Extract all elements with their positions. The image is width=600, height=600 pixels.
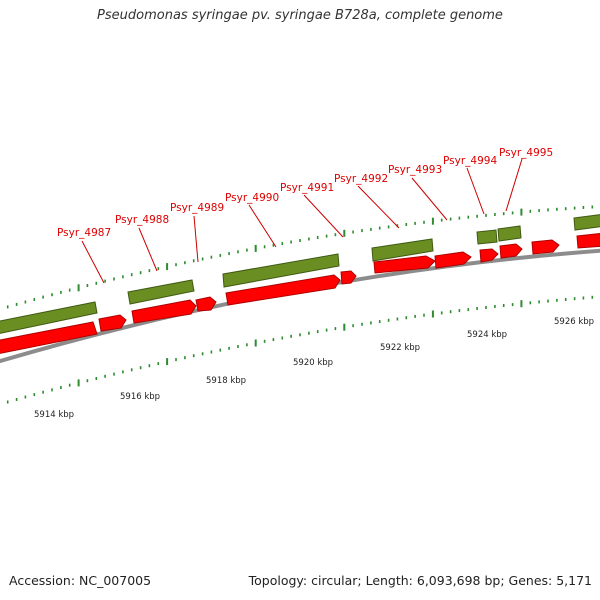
- scale-label: 5914 kbp: [34, 410, 74, 420]
- scale-label: 5924 kbp: [467, 330, 507, 340]
- scale-label: 5922 kbp: [380, 343, 420, 353]
- gene-label-leaders: [81, 158, 523, 284]
- gene-bar-reverse[interactable]: [0, 301, 98, 334]
- label-leader-line: [248, 204, 277, 248]
- gene-arrow-forward[interactable]: [340, 270, 357, 285]
- map-title: Pseudomonas syringae pv. syringae B728a,…: [97, 8, 503, 23]
- gene-bar-reverse[interactable]: [476, 229, 498, 245]
- label-leader-line: [303, 194, 344, 238]
- gene-arrow-forward[interactable]: [479, 248, 499, 263]
- gene-label[interactable]: Psyr_4992: [334, 173, 388, 185]
- gene-label[interactable]: Psyr_4994: [443, 155, 497, 167]
- genome-summary-text: Topology: circular; Length: 6,093,698 bp…: [248, 573, 592, 588]
- forward-strand-genes: [0, 233, 600, 354]
- scale-labels: 5914 kbp 5916 kbp 5918 kbp 5920 kbp 5922…: [34, 317, 594, 420]
- lower-tick-row: [6, 295, 594, 404]
- scale-label: 5926 kbp: [554, 317, 594, 327]
- gene-label[interactable]: Psyr_4995: [499, 147, 553, 159]
- gene-label[interactable]: Psyr_4989: [170, 202, 224, 214]
- gene-arrow-forward[interactable]: [434, 251, 472, 269]
- gene-arrow-forward[interactable]: [225, 274, 341, 306]
- gene-label[interactable]: Psyr_4993: [388, 164, 442, 176]
- gene-arrow-forward[interactable]: [576, 233, 600, 249]
- label-leader-line: [466, 167, 485, 215]
- scale-label: 5916 kbp: [120, 392, 160, 402]
- gene-arrow-forward[interactable]: [531, 239, 560, 255]
- gene-arrow-forward[interactable]: [499, 243, 523, 259]
- scale-label: 5918 kbp: [206, 376, 246, 386]
- gene-labels: Psyr_4987 Psyr_4988 Psyr_4989 Psyr_4990 …: [57, 147, 553, 239]
- gene-label[interactable]: Psyr_4987: [57, 227, 111, 239]
- gene-bar-reverse[interactable]: [371, 238, 434, 262]
- gene-arrow-forward[interactable]: [0, 321, 98, 354]
- gene-label[interactable]: Psyr_4991: [280, 182, 334, 194]
- gene-label[interactable]: Psyr_4988: [115, 214, 169, 226]
- gene-label[interactable]: Psyr_4990: [225, 192, 279, 204]
- label-leader-line: [138, 227, 158, 272]
- upper-tick-row: [6, 205, 594, 309]
- gene-bar-reverse[interactable]: [497, 225, 522, 242]
- scale-label: 5920 kbp: [293, 358, 333, 368]
- reverse-strand-genes: [0, 214, 600, 334]
- label-leader-line: [505, 158, 523, 212]
- gene-arrow-forward[interactable]: [98, 314, 127, 332]
- accession-text: Accession: NC_007005: [9, 573, 152, 588]
- gene-arrow-forward[interactable]: [131, 299, 197, 324]
- label-leader-line: [193, 215, 199, 263]
- gene-arrow-forward[interactable]: [195, 296, 217, 312]
- gene-bar-reverse[interactable]: [222, 253, 340, 288]
- gene-bar-reverse[interactable]: [127, 279, 195, 305]
- label-leader-line: [81, 240, 105, 284]
- label-leader-line: [411, 177, 448, 221]
- gene-arrow-forward[interactable]: [373, 255, 436, 274]
- gene-bar-reverse[interactable]: [573, 214, 600, 231]
- label-leader-line: [357, 185, 400, 229]
